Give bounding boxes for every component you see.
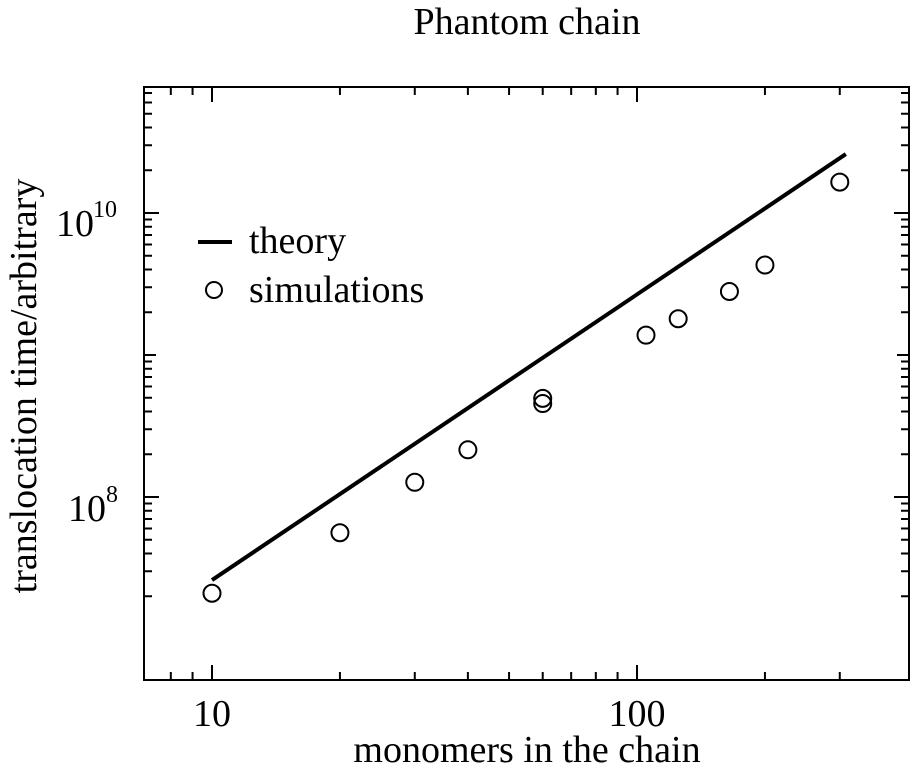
y-tick-label-1e8-exp: 8	[106, 482, 118, 508]
x-tick-label-10: 10	[193, 693, 231, 735]
simulation-point	[830, 172, 850, 192]
legend-theory-label: theory	[249, 220, 346, 262]
x-tick-label-100: 100	[609, 693, 666, 735]
y-tick-label-1e8-base: 10	[68, 488, 106, 530]
simulation-point	[755, 255, 775, 275]
simulation-point	[405, 472, 425, 492]
x-minor-ticks	[169, 87, 841, 680]
simulation-point	[533, 388, 553, 408]
y-tick-label-1e10: 10 10	[56, 197, 117, 245]
simulation-point	[636, 325, 656, 345]
chart-title: Phantom chain	[414, 1, 641, 43]
y-tick-label-1e8: 10 8	[68, 482, 118, 530]
simulation-point	[719, 282, 739, 302]
simulation-point	[533, 394, 553, 414]
y-tick-label-1e10-base: 10	[56, 203, 94, 245]
x-major-ticks	[211, 87, 638, 680]
y-minor-ticks	[144, 91, 909, 598]
legend-simulations-label: simulations	[249, 269, 424, 311]
simulation-point	[202, 583, 222, 603]
y-tick-label-1e10-exp: 10	[93, 197, 117, 223]
legend-simulations-marker	[205, 281, 223, 299]
legend: theory simulations	[198, 220, 424, 311]
plot-area	[143, 86, 910, 681]
y-axis-label: translocation time/arbitrary	[3, 179, 45, 594]
simulation-point	[668, 309, 688, 329]
simulation-point	[458, 440, 478, 460]
x-axis-label: monomers in the chain	[353, 729, 700, 766]
simulation-point	[330, 523, 350, 543]
theory-line	[210, 152, 847, 582]
y-major-ticks	[144, 212, 909, 498]
simulation-points	[202, 172, 850, 603]
